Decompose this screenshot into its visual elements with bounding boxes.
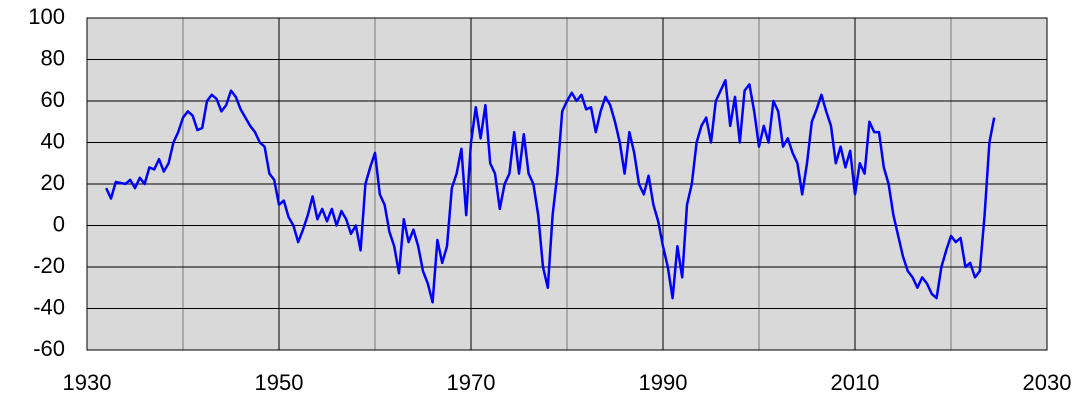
y-tick-label: -20 bbox=[33, 253, 65, 278]
x-tick-label: 2010 bbox=[831, 370, 880, 395]
y-tick-label: -60 bbox=[33, 336, 65, 361]
line-series bbox=[105, 79, 996, 304]
y-tick-label: 100 bbox=[28, 4, 65, 29]
plot-border bbox=[86, 17, 1048, 351]
y-tick-label: 80 bbox=[41, 45, 65, 70]
y-tick-label: 20 bbox=[41, 170, 65, 195]
y-tick-label: 60 bbox=[41, 87, 65, 112]
x-tick-label: 1950 bbox=[255, 370, 304, 395]
x-tick-label: 1970 bbox=[447, 370, 496, 395]
y-tick-label: 0 bbox=[53, 211, 65, 236]
x-tick-label: 2030 bbox=[1023, 370, 1072, 395]
x-tick-label: 1990 bbox=[639, 370, 688, 395]
y-tick-label: -40 bbox=[33, 294, 65, 319]
x-tick-label: 1930 bbox=[63, 370, 112, 395]
y-tick-label: 40 bbox=[41, 128, 65, 153]
